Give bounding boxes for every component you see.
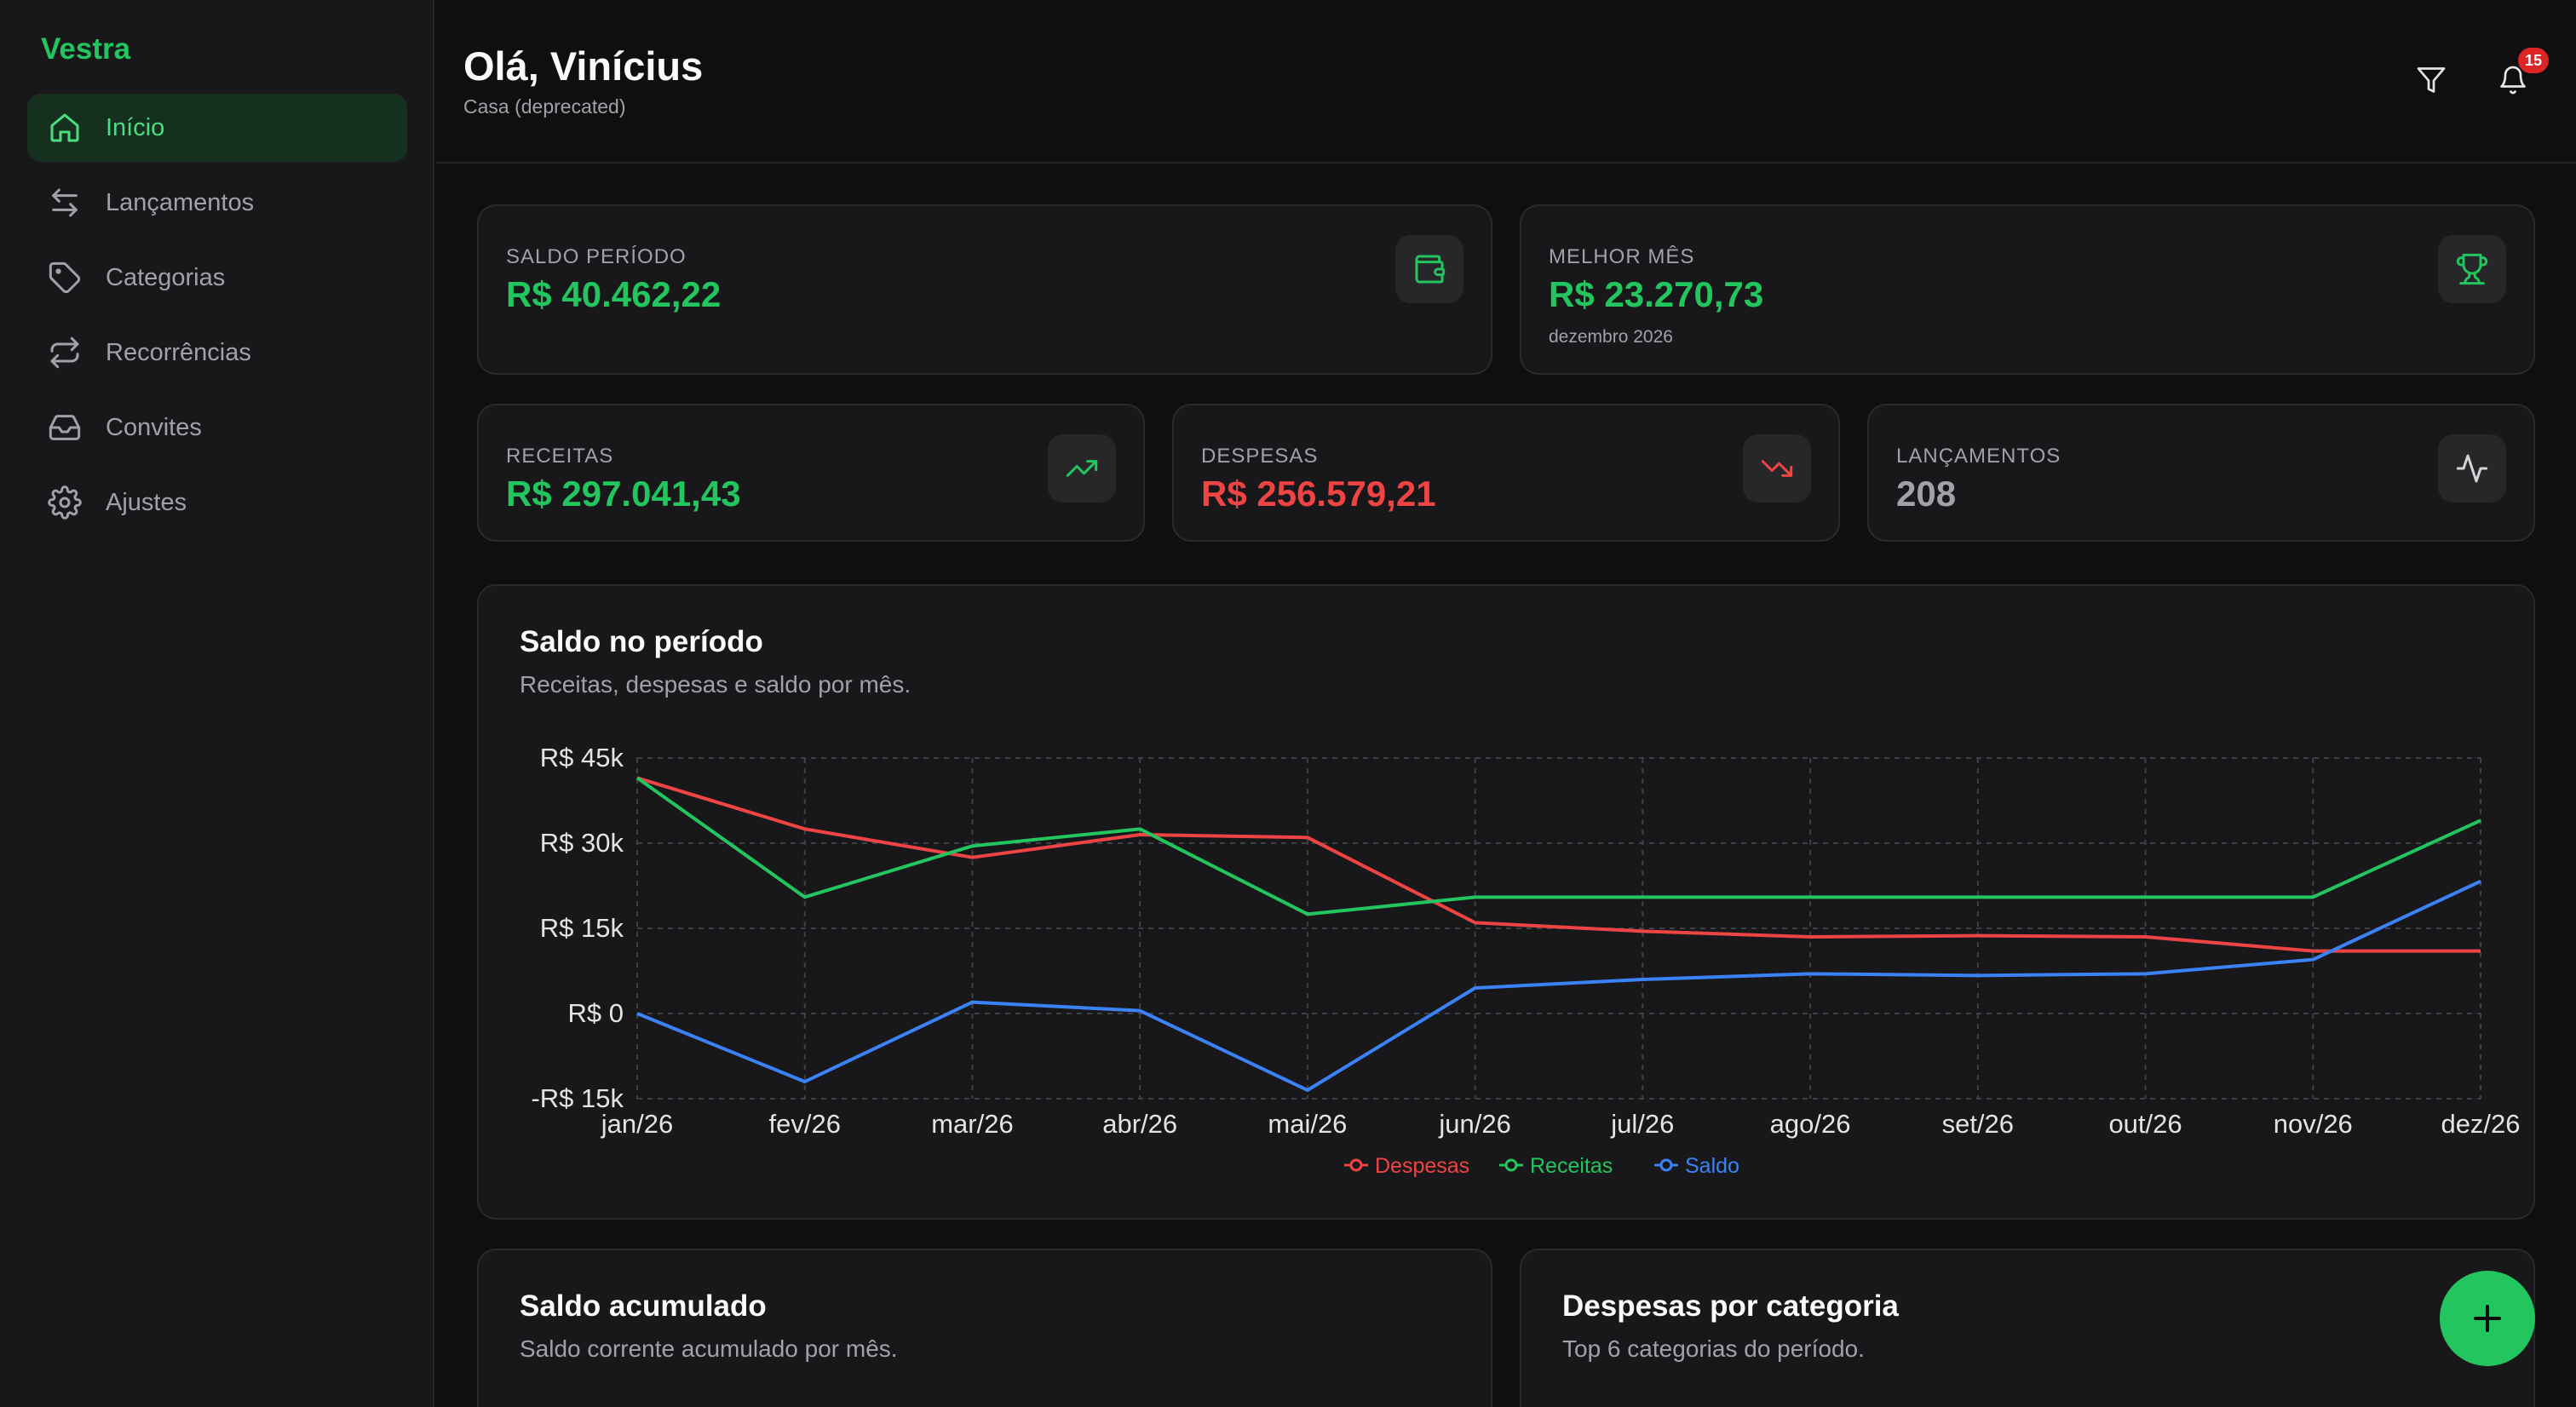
y-tick-label: R$ 0	[568, 998, 624, 1028]
stat-value: 208	[1896, 474, 1957, 514]
sidebar-item-label: Ajustes	[106, 488, 187, 516]
x-tick-label: mar/26	[931, 1109, 1013, 1139]
sidebar-item-label: Recorrências	[106, 338, 251, 366]
x-tick-label: out/26	[2108, 1109, 2182, 1139]
plus-icon	[2474, 1305, 2501, 1332]
trophy-icon-box	[2438, 235, 2506, 303]
legend-label: Receitas	[1530, 1154, 1613, 1178]
home-icon	[50, 113, 79, 142]
x-tick-label: jul/26	[1610, 1109, 1674, 1139]
stat-label: LANÇAMENTOS	[1896, 445, 2061, 468]
activity-icon-box	[2438, 434, 2506, 502]
x-tick-label: nov/26	[2274, 1109, 2353, 1139]
series-line-receitas	[635, 776, 2481, 916]
sidebar-item-categorias[interactable]: Categorias	[27, 244, 407, 312]
stat-label: SALDO PERÍODO	[506, 245, 687, 268]
stat-label: RECEITAS	[506, 445, 614, 468]
sidebar-nav: Início Lançamentos Categorias Recorrênci…	[27, 94, 407, 543]
sidebar-item-lancamentos[interactable]: Lançamentos	[27, 169, 407, 237]
stat-card-saldo: SALDO PERÍODO R$ 40.462,22	[477, 204, 1492, 375]
sidebar-item-label: Lançamentos	[106, 188, 255, 216]
x-tick-label: mai/26	[1268, 1109, 1347, 1139]
sidebar-item-label: Início	[106, 113, 165, 141]
chart-title: Saldo no período	[520, 625, 763, 658]
y-tick-label: -R$ 15k	[531, 1083, 624, 1113]
filter-icon	[2417, 67, 2446, 93]
stat-value: R$ 297.041,43	[506, 474, 741, 514]
sidebar-item-label: Categorias	[106, 263, 226, 291]
chart-card-despesas-categoria: Despesas por categoria Top 6 categorias …	[1520, 1249, 2535, 1407]
sidebar-item-convites[interactable]: Convites	[27, 393, 407, 462]
stat-card-melhor-mes: MELHOR MÊS R$ 23.270,73 dezembro 2026	[1520, 204, 2535, 375]
sidebar: Vestra Início Lançamentos Categorias Rec…	[0, 0, 434, 1407]
stat-value: R$ 40.462,22	[506, 274, 722, 314]
chart-title: Saldo acumulado	[520, 1289, 767, 1323]
legend-marker-dot	[1349, 1158, 1363, 1172]
series-line-saldo	[636, 879, 2481, 1092]
arrows-left-right-icon	[52, 188, 78, 217]
trending-up-icon-box	[1048, 434, 1116, 502]
page-title: Olá, Vinícius	[463, 43, 704, 89]
x-tick-label: abr/26	[1102, 1109, 1177, 1139]
wallet-icon-box	[1395, 235, 1463, 303]
stat-card-despesas: DESPESAS R$ 256.579,21	[1172, 404, 1840, 542]
chart-subtitle: Top 6 categorias do período.	[1562, 1335, 1865, 1362]
gear-icon	[48, 485, 82, 520]
legend-marker-dot	[1659, 1158, 1673, 1172]
notifications-button[interactable]: 15	[2487, 48, 2549, 106]
sidebar-item-label: Convites	[106, 413, 202, 441]
wallet-icon	[1415, 255, 1446, 284]
trending-down-icon-box	[1743, 434, 1811, 502]
brand-logo[interactable]: Vestra	[41, 32, 131, 66]
chart-title: Despesas por categoria	[1562, 1289, 1899, 1323]
legend-label: Saldo	[1685, 1154, 1739, 1178]
sidebar-item-inicio[interactable]: Início	[27, 94, 407, 162]
inbox-icon	[49, 415, 81, 440]
x-tick-label: ago/26	[1770, 1109, 1851, 1139]
chart-card-saldo-acumulado: Saldo acumulado Saldo corrente acumulado…	[477, 1249, 1492, 1407]
trophy-icon	[2456, 253, 2488, 285]
stat-card-lancamentos: LANÇAMENTOS 208	[1867, 404, 2535, 542]
add-transaction-button[interactable]	[2440, 1271, 2535, 1366]
legend-label: Despesas	[1375, 1154, 1469, 1178]
sidebar-item-ajustes[interactable]: Ajustes	[27, 468, 407, 537]
topbar: Olá, Vinícius Casa (deprecated) 15	[436, 0, 2576, 164]
trending-up-icon	[1066, 460, 1098, 477]
x-tick-label: set/26	[1942, 1109, 2014, 1139]
notification-badge: 15	[2518, 48, 2549, 73]
chart-subtitle: Receitas, despesas e saldo por mês.	[520, 671, 911, 698]
stat-subtitle: dezembro 2026	[1549, 327, 1673, 347]
stat-label: MELHOR MÊS	[1549, 245, 1695, 268]
activity-icon	[2456, 454, 2488, 483]
series-line-despesas	[636, 776, 2481, 953]
workspace-name[interactable]: Casa (deprecated)	[463, 95, 626, 118]
repeat-icon	[50, 336, 79, 369]
y-tick-label: R$ 30k	[540, 828, 624, 858]
y-tick-label: R$ 45k	[540, 743, 624, 772]
trending-down-icon	[1761, 460, 1793, 477]
stat-label: DESPESAS	[1201, 445, 1319, 468]
y-tick-label: R$ 15k	[540, 913, 624, 943]
x-tick-label: jun/26	[1438, 1109, 1510, 1139]
chart-card-saldo-periodo: Saldo no período Receitas, despesas e sa…	[477, 584, 2535, 1220]
tag-icon	[49, 261, 81, 294]
chart-subtitle: Saldo corrente acumulado por mês.	[520, 1335, 898, 1362]
x-tick-label: fev/26	[769, 1109, 841, 1139]
stat-value: R$ 256.579,21	[1201, 474, 1436, 514]
stat-value: R$ 23.270,73	[1549, 274, 1764, 314]
legend-marker-dot	[1504, 1158, 1518, 1172]
filter-button[interactable]	[2406, 55, 2457, 106]
bell-icon	[2500, 66, 2526, 95]
stat-card-receitas: RECEITAS R$ 297.041,43	[477, 404, 1145, 542]
sidebar-item-recorrencias[interactable]: Recorrências	[27, 319, 407, 387]
x-tick-label: jan/26	[601, 1109, 673, 1139]
x-tick-label: dez/26	[2441, 1109, 2520, 1139]
